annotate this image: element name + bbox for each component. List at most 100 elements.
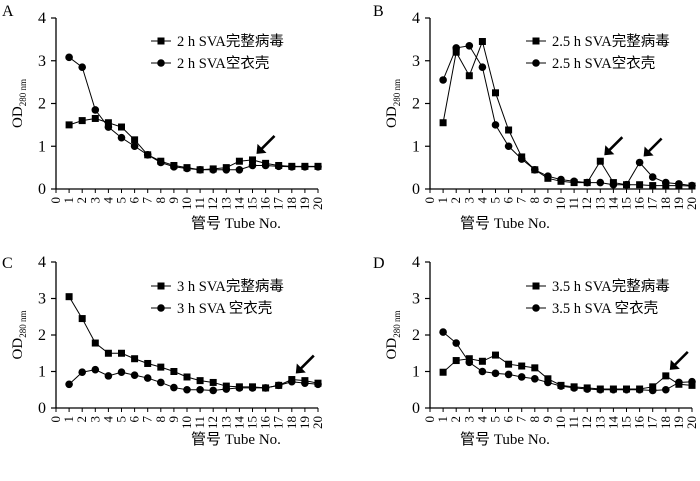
data-point (662, 372, 670, 380)
y-tick-label: 4 (412, 10, 420, 27)
data-point (465, 72, 473, 80)
data-point (314, 162, 322, 171)
x-tick-label: 6 (127, 416, 142, 423)
data-point (117, 368, 126, 377)
x-tick-label: 7 (514, 197, 529, 204)
legend-marker (532, 37, 540, 45)
x-tick-label: 11 (192, 416, 207, 429)
y-tick-label: 2 (412, 96, 420, 113)
x-tick-label: 15 (245, 197, 260, 210)
x-tick-label: 14 (605, 416, 620, 430)
x-tick-label: 5 (114, 197, 129, 204)
x-tick-label: 1 (435, 416, 450, 423)
x-tick-label: 7 (140, 197, 155, 204)
data-point (301, 379, 309, 387)
data-point (65, 380, 73, 389)
x-tick-label: 5 (488, 197, 503, 204)
data-point (439, 368, 447, 376)
x-tick-label: 10 (179, 416, 194, 429)
y-tick-label: 0 (38, 181, 46, 198)
x-tick-label: 19 (297, 416, 312, 429)
x-tick-label: 20 (310, 197, 325, 210)
data-point (517, 373, 526, 381)
y-tick-label: 1 (38, 364, 46, 381)
data-point (439, 119, 447, 127)
data-point (196, 377, 204, 385)
x-tick-label: 8 (527, 416, 542, 423)
data-point (235, 165, 244, 174)
x-tick-label: 19 (671, 197, 686, 210)
legend-label: 2 h SVA完整病毒 (177, 33, 284, 50)
x-tick-label: 13 (218, 197, 233, 210)
x-tick-label: 7 (140, 416, 155, 423)
x-tick-label: 2 (448, 197, 463, 204)
y-tick-label: 4 (38, 254, 46, 271)
data-point (635, 158, 644, 167)
y-axis-label-main: OD (10, 338, 26, 360)
data-point (465, 41, 474, 50)
data-point (170, 162, 178, 171)
x-tick-label: 15 (245, 416, 260, 429)
y-tick-label: 0 (412, 181, 420, 198)
x-tick-label: 1 (435, 197, 450, 204)
data-point (143, 374, 152, 382)
data-point (544, 172, 552, 180)
x-tick-label: 0 (422, 197, 437, 204)
data-point (452, 48, 460, 56)
x-tick-label: 2 (448, 416, 463, 423)
data-point (517, 155, 526, 163)
x-tick-label: 3 (461, 416, 476, 423)
data-point (157, 158, 165, 167)
x-tick-label: 12 (205, 416, 220, 429)
x-tick-label: 4 (474, 416, 489, 423)
annotation-arrowhead (295, 363, 306, 374)
x-tick-label: 7 (514, 416, 529, 423)
x-tick-label: 9 (540, 416, 555, 423)
panel-letter: D (373, 255, 385, 272)
y-tick-label: 1 (38, 138, 46, 155)
data-point (662, 385, 670, 394)
y-tick-label: 2 (38, 96, 46, 113)
data-point (478, 367, 487, 376)
data-point (544, 378, 552, 387)
y-tick-label: 2 (38, 327, 46, 344)
y-tick-label: 1 (412, 138, 420, 155)
legend-label: 3 h SVA完整病毒 (177, 278, 284, 295)
x-tick-label: 20 (310, 416, 325, 429)
x-tick-label: 13 (592, 416, 607, 429)
x-tick-label: 16 (258, 416, 273, 430)
panel-letter: C (2, 255, 13, 272)
x-axis-label: 管号 Tube No. (460, 215, 550, 232)
legend-marker (157, 59, 165, 67)
annotation-arrow (607, 136, 624, 153)
data-point (78, 63, 86, 71)
y-tick-label: 0 (412, 400, 420, 417)
data-point (675, 180, 683, 188)
legend-marker (532, 59, 540, 67)
legend-label: 3 h SVA 空衣壳 (177, 300, 272, 317)
x-tick-label: 9 (540, 197, 555, 204)
y-tick-label: 3 (38, 291, 46, 308)
data-point (235, 384, 244, 392)
legend-marker (157, 304, 165, 312)
x-tick-label: 6 (501, 197, 516, 204)
x-tick-label: 10 (553, 197, 568, 210)
x-tick-label: 5 (488, 416, 503, 423)
x-tick-label: 17 (271, 416, 286, 430)
data-point (596, 385, 605, 394)
data-point (635, 385, 644, 394)
x-tick-label: 12 (579, 197, 594, 210)
x-tick-label: 15 (619, 416, 634, 429)
data-point (222, 165, 231, 174)
annotation-arrow (298, 354, 315, 371)
data-point (452, 44, 461, 52)
x-tick-label: 9 (166, 197, 181, 204)
x-tick-label: 8 (527, 197, 542, 204)
annotation-arrow (646, 137, 663, 154)
data-point (465, 358, 474, 367)
data-point (274, 162, 283, 171)
y-axis-label-main: OD (384, 106, 400, 128)
data-point (248, 384, 257, 392)
data-point (261, 384, 270, 392)
data-point (531, 165, 539, 174)
